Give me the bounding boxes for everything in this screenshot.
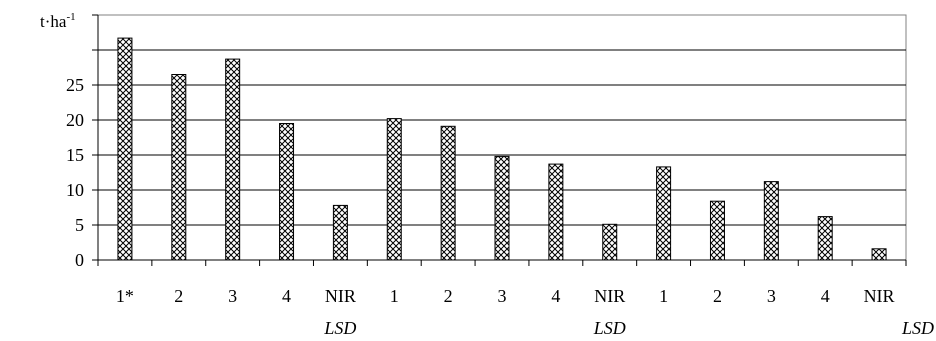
x-tick-label: 4 (821, 286, 830, 306)
x-tick-label: 3 (498, 286, 507, 306)
bar (602, 223, 618, 261)
bar (871, 248, 887, 261)
x-sublabel: LSD (901, 318, 934, 338)
x-tick-label: NIR (594, 286, 625, 306)
bar (656, 166, 672, 261)
y-tick-label: 25 (66, 75, 84, 95)
y-axis-unit-label: t·ha-1 (40, 11, 76, 31)
bar (548, 163, 564, 261)
x-tick-label: 4 (551, 286, 560, 306)
axes: 0 5 10 15 20 25 (66, 14, 907, 270)
bar (440, 125, 456, 261)
bar (225, 58, 241, 261)
bar (279, 123, 295, 261)
bar (709, 200, 725, 261)
x-tick-label: NIR (325, 286, 356, 306)
x-tick-label: NIR (864, 286, 895, 306)
x-tick-label: 3 (228, 286, 237, 306)
x-tick-label: 3 (767, 286, 776, 306)
bar (386, 118, 402, 261)
bar (117, 37, 133, 261)
bar (171, 74, 187, 261)
y-ticks: 0 5 10 15 20 25 (66, 14, 98, 270)
y-tick-label: 0 (75, 250, 84, 270)
x-tick-label: 1* (116, 286, 134, 306)
x-sublabel: LSD (323, 318, 356, 338)
x-tick-label: 2 (174, 286, 183, 306)
x-sublabels: LSD LSD LSD (323, 318, 934, 338)
bar (817, 216, 833, 261)
x-tick-label: 1 (659, 286, 668, 306)
x-tick-labels: 1* 2 3 4 NIR 1 2 3 4 NIR 1 2 3 4 NIR (116, 286, 895, 306)
bar (763, 181, 779, 261)
bars (117, 37, 887, 261)
y-tick-label: 5 (75, 215, 84, 235)
y-tick-label: 10 (66, 180, 84, 200)
x-tick-label: 2 (713, 286, 722, 306)
bar (332, 204, 348, 261)
x-ticks (97, 260, 907, 266)
bar (494, 155, 510, 261)
x-sublabel: LSD (593, 318, 626, 338)
y-tick-label: 15 (66, 145, 84, 165)
x-tick-label: 2 (444, 286, 453, 306)
y-tick-label: 20 (66, 110, 84, 130)
x-tick-label: 1 (390, 286, 399, 306)
plot-area (97, 14, 907, 261)
x-tick-label: 4 (282, 286, 291, 306)
